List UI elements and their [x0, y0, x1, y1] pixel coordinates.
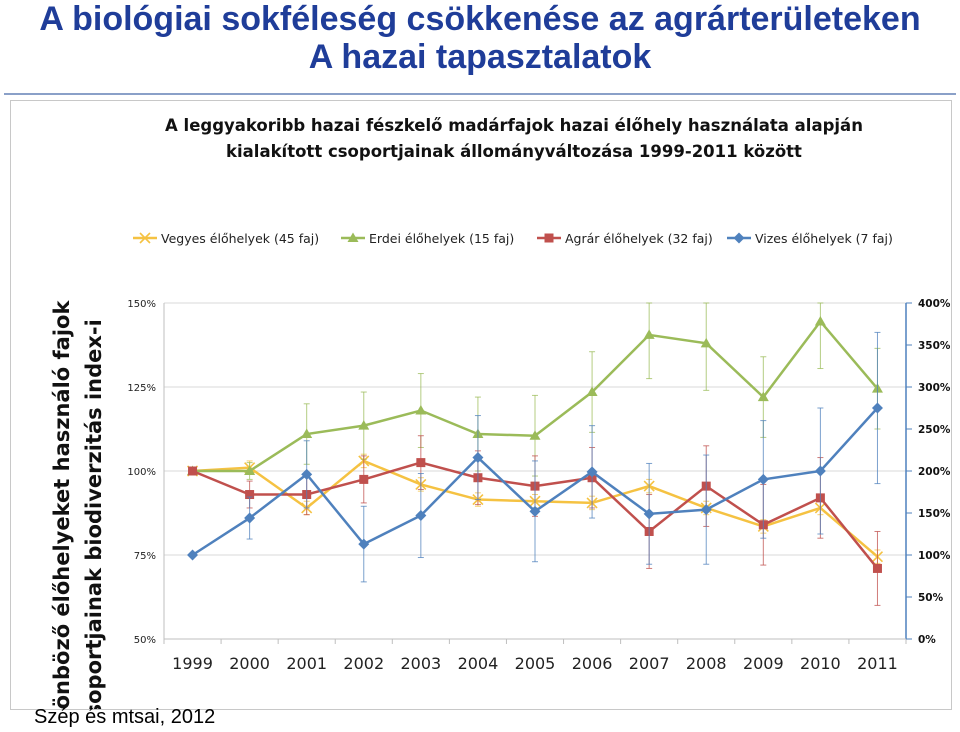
chart-title-line1: A leggyakoribb hazai fészkelő madárfajok… [165, 116, 863, 135]
chart-frame: A leggyakoribb hazai fészkelő madárfajok… [10, 100, 952, 732]
point-square [188, 466, 198, 476]
right-tick-label: 200% [918, 466, 951, 478]
legend-label: Erdei élőhelyek (15 faj) [369, 231, 514, 246]
point-x [139, 232, 151, 244]
series-1 [187, 302, 883, 480]
point-diamond [301, 468, 313, 480]
slide-title: A biológiai sokféleség csökkenése az agr… [0, 0, 960, 76]
point-triangle [347, 232, 359, 242]
right-tick-label: 250% [918, 424, 951, 436]
x-tick-label: 2011 [857, 654, 898, 673]
point-triangle [586, 386, 598, 397]
chart-title-line2: kialakított csoportjainak állományváltoz… [226, 142, 802, 161]
right-tick-label: 350% [918, 340, 951, 352]
y-axis-label-line1: Különböző élőhelyeket használó fajok [50, 300, 74, 709]
legend-entry: Vegyes élőhelyek (45 faj) [133, 231, 319, 246]
y-axis-label-line2: csoportjainak biodiverzitás index-i [82, 319, 106, 709]
right-axis-ticks: 0% 50% 100% 150% 200% 250% 300% 350% 400% [906, 298, 951, 646]
series-3 [187, 331, 883, 583]
x-tick-label: 1999 [172, 654, 213, 673]
x-tick-label: 2004 [458, 654, 499, 673]
legend-entry: Agrár élőhelyek (32 faj) [537, 231, 713, 246]
point-triangle [643, 329, 655, 339]
point-square [872, 563, 882, 573]
right-tick-label: 300% [918, 382, 951, 394]
point-diamond [244, 512, 256, 524]
point-diamond [586, 466, 598, 478]
point-square [245, 490, 255, 500]
point-diamond [733, 232, 745, 244]
point-square [416, 458, 426, 468]
x-tick-label: 2002 [343, 654, 384, 673]
x-axis-ticks: 1999 2000 2001 2002 2003 2004 2005 2006 2007 2008… [172, 654, 898, 673]
point-diamond [757, 473, 769, 485]
legend-entry: Erdei élőhelyek (15 faj) [341, 231, 514, 246]
point-diamond [814, 465, 826, 477]
point-x-stroke [139, 232, 151, 244]
point-diamond [529, 505, 541, 517]
x-tick-label: 2010 [800, 654, 841, 673]
point-square [544, 233, 554, 243]
point-diamond [871, 402, 883, 414]
left-tick-label: 75% [134, 551, 156, 562]
left-tick-label: 150% [127, 299, 156, 310]
left-axis-ticks: 50% 75% 100% 125% 150% [127, 299, 156, 646]
point-triangle [700, 337, 712, 348]
legend-entry: Vizes élőhelyek (7 faj) [727, 231, 893, 246]
point-diamond [643, 508, 655, 520]
slide-title-line2: A hazai tapasztalatok [308, 38, 652, 76]
source-citation: Szép és mtsai, 2012 [34, 706, 216, 728]
point-diamond [415, 510, 427, 522]
point-triangle [757, 391, 769, 402]
point-triangle [814, 315, 826, 326]
point-diamond [187, 549, 199, 561]
right-tick-label: 50% [918, 592, 944, 604]
x-tick-label: 2007 [629, 654, 670, 673]
point-triangle [244, 465, 256, 475]
x-tick-label: 2008 [686, 654, 727, 673]
x-tick-label: 2001 [286, 654, 327, 673]
point-diamond [472, 452, 484, 464]
point-square [359, 474, 369, 484]
x-tick-label: 2006 [572, 654, 613, 673]
point-diamond [700, 504, 712, 516]
x-tick-label: 2005 [515, 654, 556, 673]
left-tick-label: 100% [127, 467, 156, 478]
point-triangle [415, 405, 427, 415]
title-divider [4, 93, 956, 95]
right-tick-label: 150% [918, 508, 951, 520]
legend-label: Agrár élőhelyek (32 faj) [565, 231, 713, 246]
point-triangle [358, 420, 370, 430]
point-triangle [301, 428, 313, 439]
line-chart: A leggyakoribb hazai fészkelő madárfajok… [50, 116, 951, 732]
x-tick-label: 2009 [743, 654, 784, 673]
legend-label: Vegyes élőhelyek (45 faj) [161, 231, 319, 246]
right-tick-label: 0% [918, 634, 936, 646]
slide-title-line1: A biológiai sokféleség csökkenése az agr… [39, 0, 921, 38]
chart-legend: Vegyes élőhelyek (45 faj) Erdei élőhelyek… [133, 231, 893, 246]
right-tick-label: 100% [918, 550, 951, 562]
plot-area [186, 302, 884, 606]
right-tick-label: 400% [918, 298, 951, 310]
point-diamond [358, 538, 370, 550]
left-tick-label: 125% [127, 383, 156, 394]
left-tick-label: 50% [134, 635, 156, 646]
x-tick-label: 2000 [229, 654, 270, 673]
point-triangle [529, 430, 541, 440]
legend-label: Vizes élőhelyek (7 faj) [755, 231, 893, 246]
x-tick-label: 2003 [400, 654, 441, 673]
